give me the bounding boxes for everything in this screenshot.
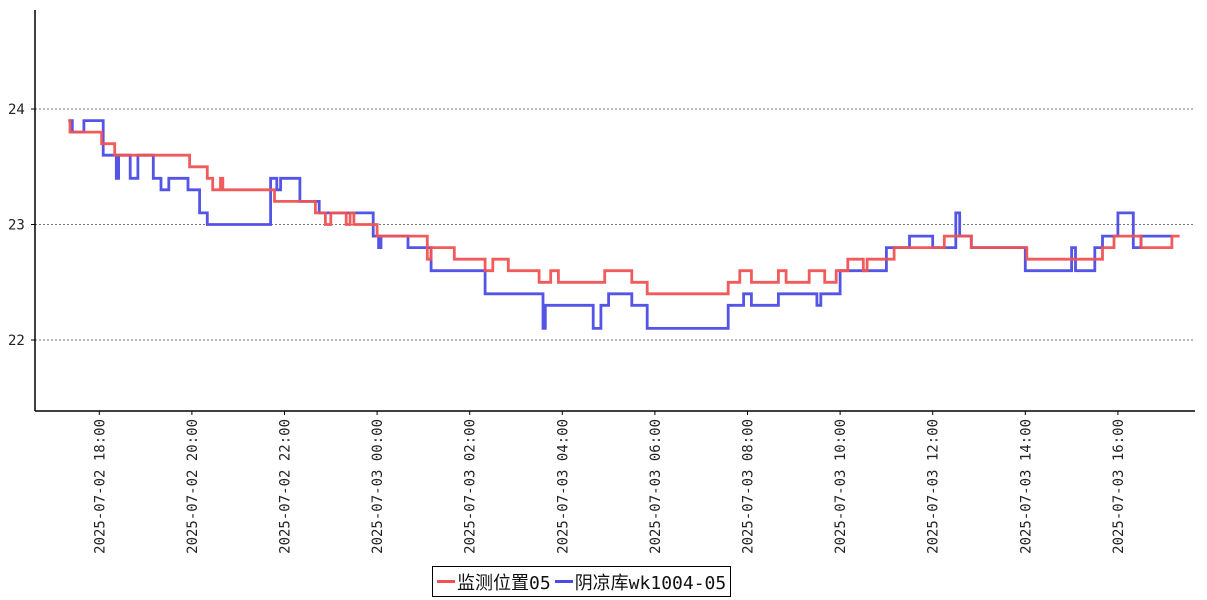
x-tick-label: 2025-07-02 20:00: [185, 419, 201, 554]
legend-item-series-2[interactable]: 阴凉库wk1004-05: [554, 569, 727, 595]
legend-label-series-2: 阴凉库wk1004-05: [574, 572, 727, 594]
x-tick-label: 2025-07-03 12:00: [926, 419, 942, 554]
x-tick-label: 2025-07-03 02:00: [463, 419, 479, 554]
y-tick-label: 24: [8, 102, 25, 118]
x-tick-label: 2025-07-02 18:00: [92, 419, 108, 554]
legend-item-series-1[interactable]: 监测位置05: [437, 569, 551, 595]
legend-swatch-series-1: [437, 580, 455, 583]
legend-swatch-series-2: [554, 580, 573, 583]
chart-legend: 监测位置05 阴凉库wk1004-05: [432, 566, 732, 597]
x-tick-label: 2025-07-03 04:00: [555, 419, 571, 554]
y-tick-label: 22: [8, 333, 25, 349]
x-tick-label: 2025-07-03 10:00: [833, 419, 849, 554]
x-tick-label: 2025-07-03 08:00: [741, 419, 757, 554]
x-tick-label: 2025-07-03 16:00: [1111, 419, 1127, 554]
y-tick-label: 23: [8, 218, 25, 234]
y-axis-ticks: 22 23 24: [8, 102, 35, 349]
x-axis-ticks: 2025-07-02 18:00 2025-07-02 20:00 2025-07-…: [92, 411, 1127, 554]
x-tick-label: 2025-07-03 14:00: [1018, 419, 1034, 554]
x-tick-label: 2025-07-03 06:00: [648, 419, 664, 554]
series-line-1: [68, 119, 1180, 296]
axes: [34, 10, 1195, 412]
series-lines: [68, 119, 1180, 330]
legend-label-series-1: 监测位置05: [457, 572, 551, 594]
x-tick-label: 2025-07-03 00:00: [370, 419, 386, 554]
x-tick-label: 2025-07-02 22:00: [278, 419, 294, 554]
